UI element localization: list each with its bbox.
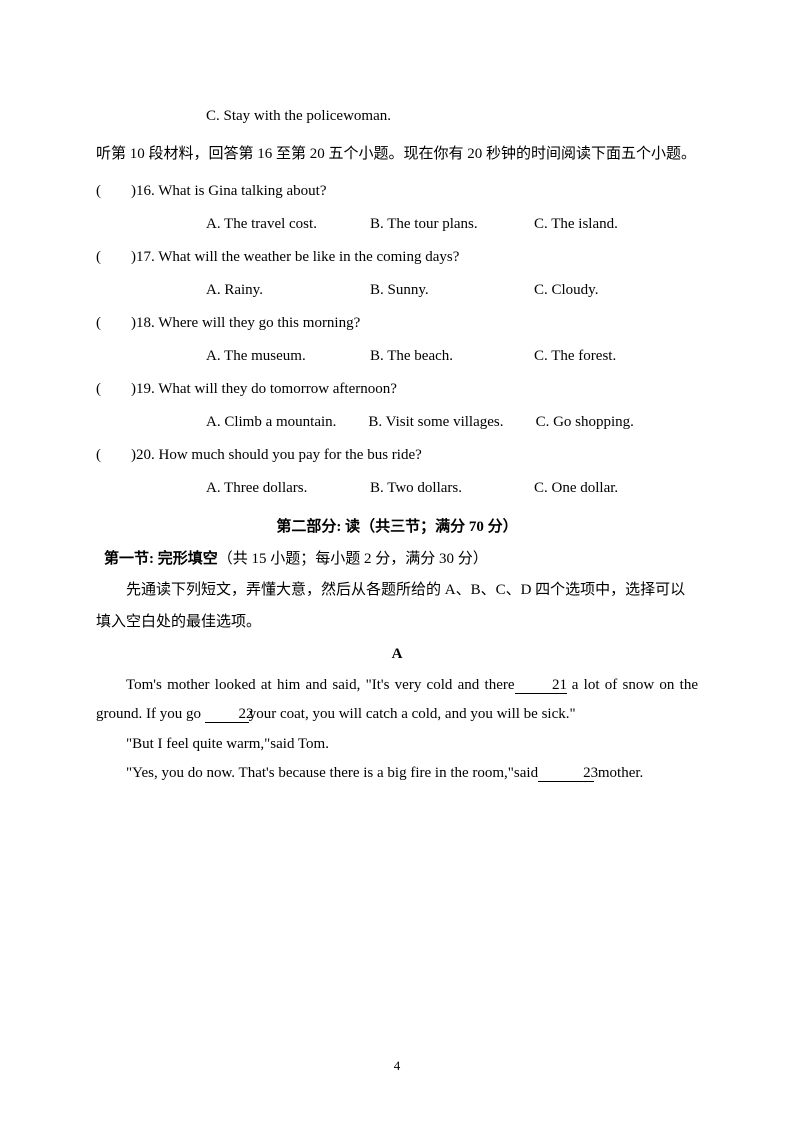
- question-stem: ( )18. Where will they go this morning?: [96, 315, 360, 331]
- passage-a-label: A: [96, 638, 698, 671]
- option-a: A. The travel cost.: [206, 208, 370, 241]
- question-16: ( )16. What is Gina talking about?: [96, 175, 698, 208]
- question-20-options: A. Three dollars. B. Two dollars. C. One…: [96, 472, 698, 505]
- option-c: C. The island.: [534, 208, 698, 241]
- question-17: ( )17. What will the weather be like in …: [96, 241, 698, 274]
- option-b: B. The beach.: [370, 340, 534, 373]
- option-a: A. The museum.: [206, 340, 370, 373]
- blank-number: 21: [552, 677, 567, 693]
- text-fragment: a lot of snow on: [567, 677, 675, 693]
- option-b: B. Two dollars.: [370, 472, 534, 505]
- option-c: C. Go shopping.: [536, 406, 698, 439]
- page-number-value: 4: [394, 1058, 401, 1073]
- question-stem: ( )16. What is Gina talking about?: [96, 183, 327, 199]
- option-a: A. Climb a mountain.: [206, 406, 368, 439]
- section1-header: 第一节: 完形填空（共 15 小题；每小题 2 分，满分 30 分）: [96, 544, 698, 576]
- question-20: ( )20. How much should you pay for the b…: [96, 439, 698, 472]
- title-text: 第二部分: 读（共三节；满分 70 分）: [276, 519, 517, 535]
- option-c: C. Cloudy.: [534, 274, 698, 307]
- question-stem: ( )17. What will the weather be like in …: [96, 249, 459, 265]
- instruction-text: 先通读下列短文，弄懂大意，然后从各题所给的 A、B、C、D 四个选项中，选择可以…: [96, 582, 685, 630]
- option-text: C. Stay with the policewoman.: [206, 108, 391, 124]
- text-fragment: "But I feel quite warm,"said Tom.: [126, 736, 329, 752]
- question-18: ( )18. Where will they go this morning?: [96, 307, 698, 340]
- page-number: 4: [0, 1052, 794, 1081]
- section1-label: 第一节: 完形填空: [104, 551, 218, 567]
- passage-a-body: Tom's mother looked at him and said, "It…: [96, 671, 698, 788]
- exam-page: C. Stay with the policewoman. 听第 10 段材料，…: [0, 0, 794, 1123]
- option-c: C. The forest.: [534, 340, 698, 373]
- blank-23[interactable]: 23: [538, 766, 594, 782]
- passage-line-4: "Yes, you do now. That's because there i…: [96, 759, 698, 788]
- text-fragment: your coat, you will catch a cold, and yo…: [249, 706, 576, 722]
- option-b: B. Visit some villages.: [368, 406, 535, 439]
- cloze-instruction: 先通读下列短文，弄懂大意，然后从各题所给的 A、B、C、D 四个选项中，选择可以…: [96, 575, 698, 638]
- blank-21[interactable]: 21: [515, 678, 567, 694]
- orphan-option-c: C. Stay with the policewoman.: [96, 100, 698, 133]
- label-text: A: [392, 646, 403, 662]
- listening-instruction-10: 听第 10 段材料，回答第 16 至第 20 五个小题。现在你有 20 秒钟的时…: [96, 139, 698, 171]
- question-16-options: A. The travel cost. B. The tour plans. C…: [96, 208, 698, 241]
- passage-line-1-2: Tom's mother looked at him and said, "It…: [96, 671, 698, 730]
- text-fragment: "Yes, you do now. That's because there i…: [126, 765, 538, 781]
- section1-detail: （共 15 小题；每小题 2 分，满分 30 分）: [218, 551, 488, 567]
- option-c: C. One dollar.: [534, 472, 698, 505]
- option-a: A. Rainy.: [206, 274, 370, 307]
- question-stem: ( )20. How much should you pay for the b…: [96, 447, 422, 463]
- part2-title: 第二部分: 读（共三节；满分 70 分）: [96, 511, 698, 544]
- question-17-options: A. Rainy. B. Sunny. C. Cloudy.: [96, 274, 698, 307]
- option-b: B. The tour plans.: [370, 208, 534, 241]
- question-18-options: A. The museum. B. The beach. C. The fore…: [96, 340, 698, 373]
- passage-line-3: "But I feel quite warm,"said Tom.: [96, 730, 698, 759]
- blank-22[interactable]: 22: [205, 707, 249, 723]
- option-a: A. Three dollars.: [206, 472, 370, 505]
- instruction-text: 听第 10 段材料，回答第 16 至第 20 五个小题。现在你有 20 秒钟的时…: [96, 146, 696, 162]
- option-b: B. Sunny.: [370, 274, 534, 307]
- question-19: ( )19. What will they do tomorrow aftern…: [96, 373, 698, 406]
- question-19-options: A. Climb a mountain. B. Visit some villa…: [96, 406, 698, 439]
- question-stem: ( )19. What will they do tomorrow aftern…: [96, 381, 397, 397]
- text-fragment: mother.: [594, 765, 643, 781]
- text-fragment: Tom's mother looked at him and said, "It…: [126, 677, 515, 693]
